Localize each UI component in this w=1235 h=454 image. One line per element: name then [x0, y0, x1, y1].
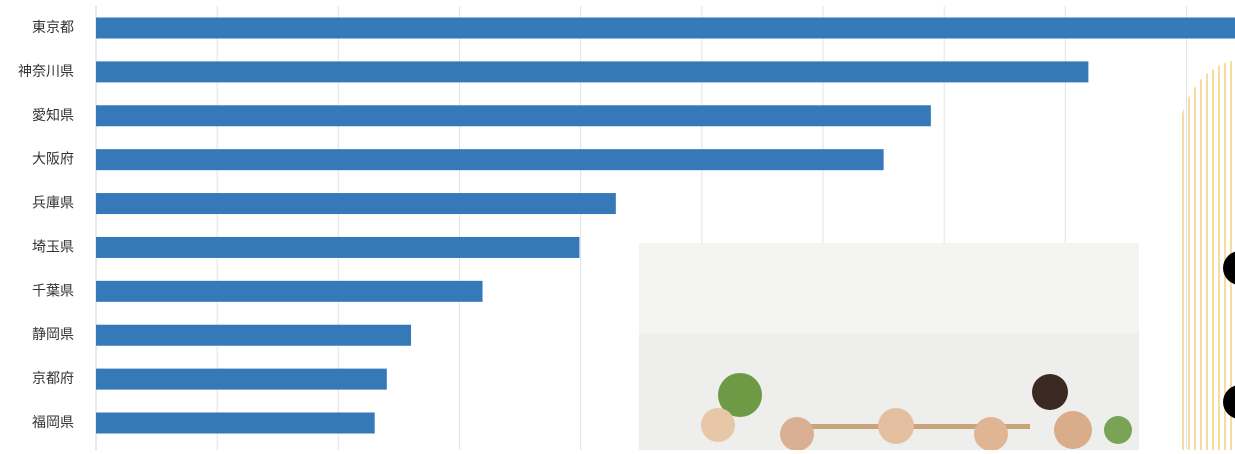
bars: [96, 17, 1235, 434]
category-label: 東京都: [32, 20, 74, 36]
category-label: 福岡県: [32, 415, 74, 431]
bar: [96, 61, 1089, 83]
category-label: 愛知県: [32, 107, 74, 124]
bar: [96, 236, 580, 258]
bar: [96, 324, 412, 346]
category-label: 兵庫県: [32, 195, 74, 212]
bar: [96, 149, 884, 171]
category-label: 埼玉県: [32, 239, 74, 255]
bar: [96, 17, 1235, 39]
bar: [96, 105, 931, 127]
bar: [96, 412, 375, 434]
bar: [96, 368, 387, 390]
category-label: 神奈川県: [18, 64, 74, 80]
decor-dot: [1223, 251, 1235, 285]
bar: [96, 280, 483, 302]
category-label: 静岡県: [32, 327, 74, 343]
category-label: 大阪府: [32, 152, 74, 168]
category-label: 京都府: [32, 371, 74, 387]
decor-stripes: [1178, 60, 1235, 450]
bar: [96, 193, 616, 215]
category-label: 千葉県: [32, 283, 74, 299]
decor-dot: [1223, 385, 1235, 419]
photo: [639, 243, 1139, 451]
